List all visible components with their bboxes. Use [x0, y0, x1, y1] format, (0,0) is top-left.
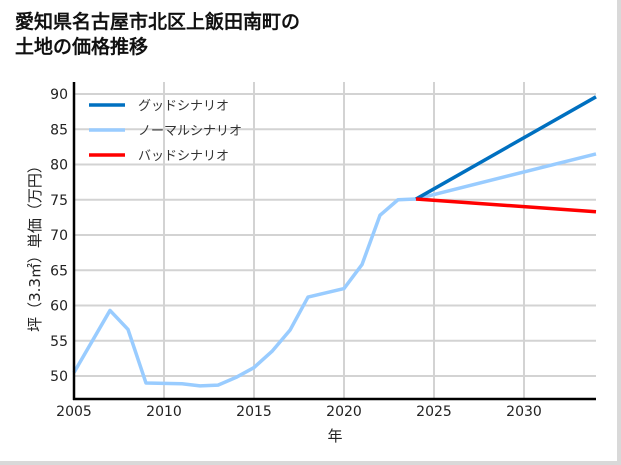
series-line [72, 152, 597, 388]
x-tick-label: 2020 [326, 404, 362, 420]
x-tick-label: 2010 [146, 404, 182, 420]
series-line [415, 95, 597, 201]
chart-title-line2: 土地の価格推移 [15, 36, 149, 58]
series-line [415, 197, 597, 214]
y-tick-label: 75 [50, 193, 68, 209]
y-tick-label: 70 [50, 228, 68, 244]
chart-title: 愛知県名古屋市北区上飯田南町の 土地の価格推移 [15, 10, 300, 60]
legend-label: グッドシナリオ [138, 99, 229, 114]
y-tick-label: 90 [50, 87, 68, 103]
y-tick-label: 85 [50, 122, 68, 138]
y-tick-label: 80 [50, 158, 68, 174]
y-tick-label: 50 [50, 369, 68, 385]
y-axis-label: 坪（3.3㎡）単価（万円） [26, 158, 44, 332]
axes [72, 82, 596, 401]
tick-labels: 50 55 60 65 70 75 80 85 90 2005 2010 2015 2020 2025 20… [50, 87, 542, 420]
x-tick-label: 2030 [506, 404, 542, 420]
chart-title-line1: 愛知県名古屋市北区上飯田南町の [15, 11, 301, 33]
x-tick-label: 2025 [416, 404, 452, 420]
x-axis-label: 年 [327, 427, 342, 445]
x-tick-label: 2005 [56, 404, 92, 420]
gridlines [74, 82, 596, 399]
legend-item: ノーマルシナリオ [89, 124, 242, 139]
y-tick-label: 55 [50, 334, 68, 350]
x-tick-label: 2015 [236, 404, 272, 420]
data-lines [72, 95, 597, 388]
legend-label: ノーマルシナリオ [138, 124, 242, 139]
legend-item: グッドシナリオ [89, 99, 229, 114]
legend-item: バッドシナリオ [89, 149, 229, 164]
y-tick-label: 65 [50, 263, 68, 279]
legend-label: バッドシナリオ [138, 149, 229, 164]
y-tick-label: 60 [50, 299, 68, 315]
